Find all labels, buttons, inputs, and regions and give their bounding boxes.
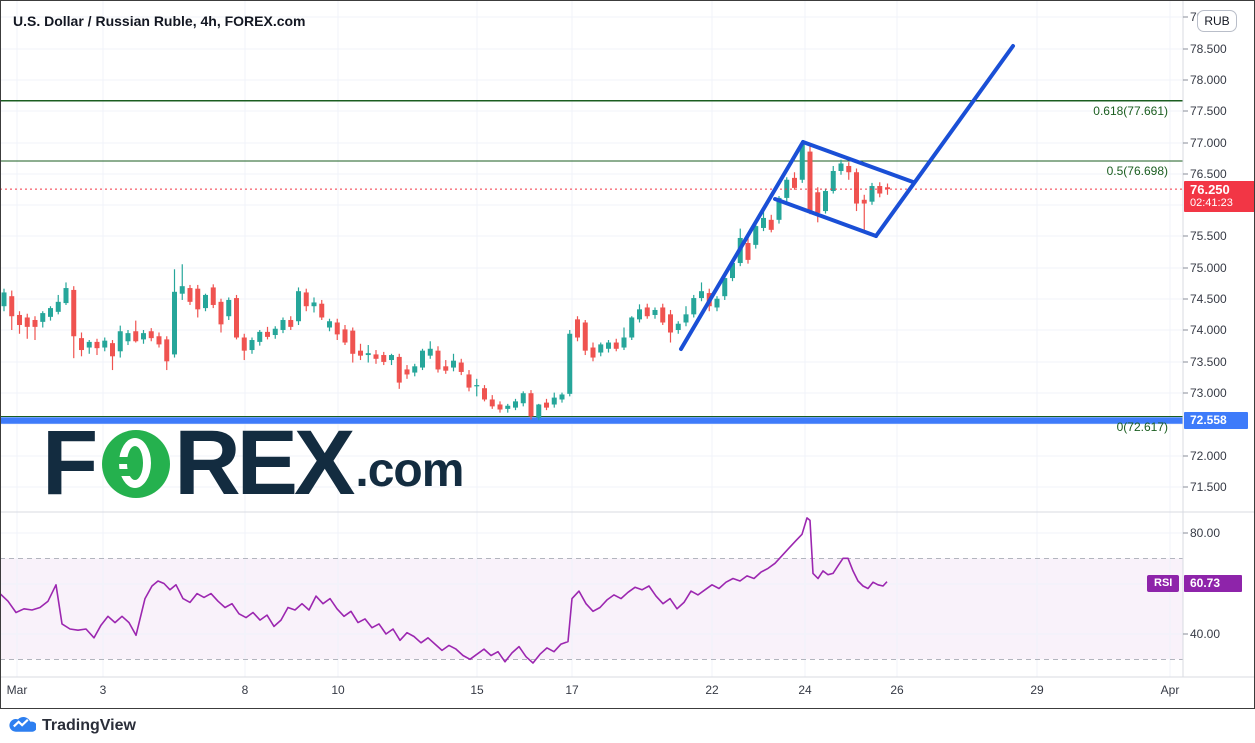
time-axis-label: 8	[241, 683, 249, 697]
price-axis-label: 75.500	[1190, 229, 1227, 243]
fib-level-label-0[interactable]: 0(72.617)	[1116, 419, 1168, 434]
support-level-label: 72.558	[1184, 412, 1248, 429]
bar-countdown: 02:41:23	[1190, 197, 1233, 209]
time-axis-label: 26	[890, 683, 904, 697]
price-axis-label: 73.500	[1190, 355, 1227, 369]
axis-ticks	[1183, 16, 1188, 635]
last-price-label: 76.250 02:41:23	[1184, 181, 1255, 212]
fib-level-label-05[interactable]: 0.5(76.698)	[1106, 164, 1168, 179]
price-axis-label: 77.000	[1190, 136, 1227, 150]
rsi-value-label: 60.73	[1184, 575, 1242, 592]
rsi-badge[interactable]: RSI	[1147, 575, 1180, 592]
price-axis-label: 78.000	[1190, 73, 1227, 87]
forex-logo-o-icon	[102, 430, 171, 498]
forex-logo-bar	[110, 457, 137, 464]
price-axis-label: 75.000	[1190, 261, 1227, 275]
trend-annotation[interactable]	[679, 44, 1015, 351]
time-axis-label: 29	[1030, 683, 1044, 697]
time-axis-label: 22	[705, 683, 719, 697]
price-axis-label: 77.500	[1190, 104, 1227, 118]
tradingview-logo-icon[interactable]	[9, 715, 37, 738]
support-level-line	[0, 417, 1183, 424]
price-axis-label: 78.500	[1190, 42, 1227, 56]
price-axis-label: 80.00	[1190, 526, 1221, 540]
time-axis-label: Mar	[6, 683, 28, 697]
fib-lines	[0, 100, 1183, 418]
price-axis-label: 74.000	[1190, 323, 1227, 337]
watermark-letters-rex: REX	[174, 412, 355, 514]
price-axis-label: 72.000	[1190, 449, 1227, 463]
currency-badge[interactable]: RUB	[1197, 10, 1237, 32]
last-price-value: 76.250	[1190, 182, 1230, 197]
forex-com-watermark: F REX .com	[42, 412, 464, 514]
time-axis-label: 3	[99, 683, 107, 697]
price-axis-label: 74.500	[1190, 292, 1227, 306]
watermark-dot-com: .com	[355, 444, 464, 497]
time-axis-label: Apr	[1160, 683, 1180, 697]
forex-logo-bar	[110, 469, 137, 476]
time-axis-label: 24	[798, 683, 812, 697]
time-axis-label: 15	[470, 683, 484, 697]
tradingview-brand[interactable]: TradingView	[42, 717, 136, 734]
price-axis-label: 73.000	[1190, 386, 1227, 400]
candlesticks-layer	[1, 142, 890, 421]
watermark-letter-f: F	[42, 412, 98, 514]
footer-bar: TradingView	[0, 709, 1255, 743]
gridlines	[0, 0, 1183, 677]
price-axis-label: 40.00	[1190, 627, 1221, 641]
chart-title: U.S. Dollar / Russian Ruble, 4h, FOREX.c…	[13, 13, 306, 29]
rsi-line	[0, 517, 888, 664]
price-axis-label: 76.500	[1190, 167, 1227, 181]
time-axis-label: 17	[565, 683, 579, 697]
time-axis-label: 10	[331, 683, 345, 697]
price-axis-label: 71.500	[1190, 480, 1227, 494]
chart-canvas[interactable]	[0, 0, 1255, 707]
fib-level-label-0618[interactable]: 0.618(77.661)	[1093, 103, 1168, 118]
